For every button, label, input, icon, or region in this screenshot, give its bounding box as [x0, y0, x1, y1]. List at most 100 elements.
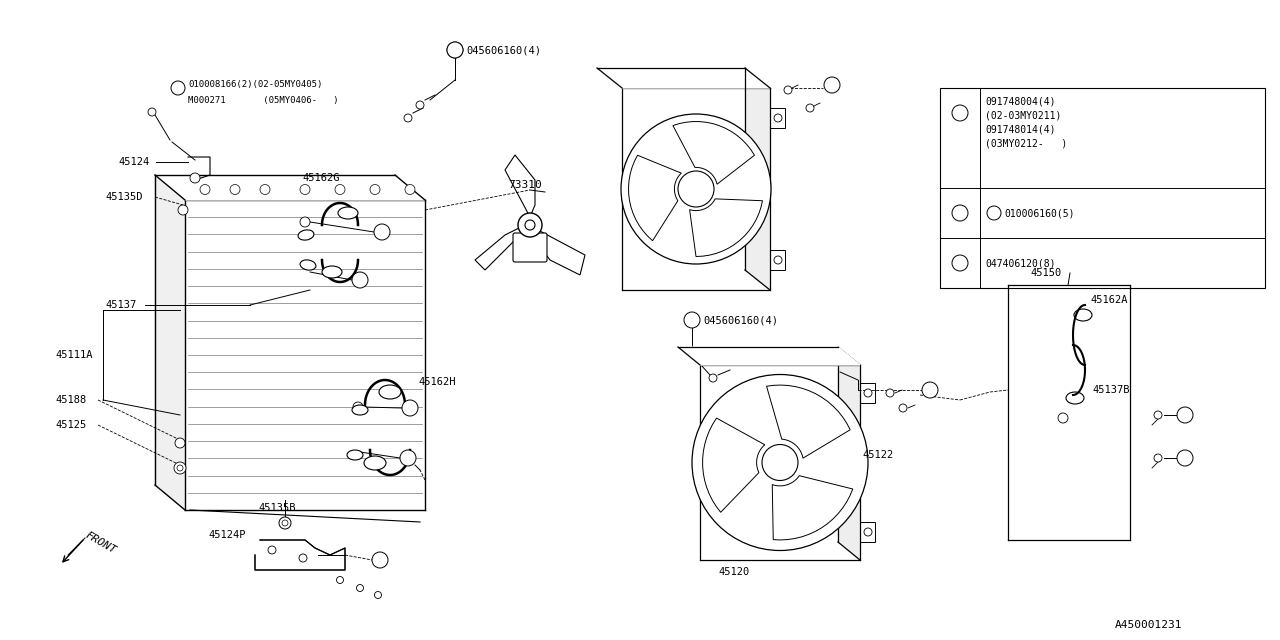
- Text: 45162A: 45162A: [1091, 295, 1128, 305]
- Circle shape: [300, 554, 307, 562]
- Text: 2: 2: [1181, 453, 1188, 463]
- Circle shape: [774, 114, 782, 122]
- Text: 45125: 45125: [55, 420, 86, 430]
- Text: 45124P: 45124P: [209, 530, 246, 540]
- Polygon shape: [772, 476, 852, 540]
- Circle shape: [353, 402, 364, 412]
- Text: (02-03MY0211): (02-03MY0211): [986, 110, 1061, 120]
- Text: 45162H: 45162H: [419, 377, 456, 387]
- Circle shape: [864, 389, 872, 397]
- Circle shape: [952, 105, 968, 121]
- Circle shape: [404, 184, 415, 195]
- Text: 45150: 45150: [1030, 268, 1061, 278]
- Polygon shape: [155, 175, 186, 510]
- Polygon shape: [860, 383, 876, 403]
- Circle shape: [352, 272, 369, 288]
- Polygon shape: [186, 200, 425, 510]
- Circle shape: [1155, 454, 1162, 462]
- Circle shape: [357, 584, 364, 591]
- Text: 2: 2: [927, 385, 933, 395]
- Polygon shape: [622, 88, 771, 290]
- Text: 45120: 45120: [718, 567, 749, 577]
- Ellipse shape: [379, 385, 401, 399]
- Circle shape: [987, 206, 1001, 220]
- Circle shape: [785, 86, 792, 94]
- Circle shape: [886, 389, 893, 397]
- Text: 2: 2: [957, 208, 963, 218]
- Text: S: S: [452, 45, 458, 55]
- Polygon shape: [506, 155, 535, 217]
- Circle shape: [518, 213, 541, 237]
- Polygon shape: [771, 250, 785, 270]
- Text: S: S: [689, 315, 695, 325]
- Text: 010008166(2)(02-05MY0405): 010008166(2)(02-05MY0405): [188, 79, 323, 88]
- Ellipse shape: [1074, 309, 1092, 321]
- Circle shape: [268, 546, 276, 554]
- Circle shape: [282, 520, 288, 526]
- Text: 45137: 45137: [105, 300, 136, 310]
- Circle shape: [374, 224, 390, 240]
- Circle shape: [416, 101, 424, 109]
- Circle shape: [404, 114, 412, 122]
- Text: 45124: 45124: [118, 157, 150, 167]
- Polygon shape: [767, 385, 850, 458]
- Polygon shape: [703, 418, 764, 512]
- Text: 45135B: 45135B: [259, 503, 296, 513]
- Circle shape: [279, 517, 291, 529]
- Text: (03MY0212-   ): (03MY0212- ): [986, 138, 1068, 148]
- Ellipse shape: [298, 230, 314, 240]
- Text: FRONT: FRONT: [83, 530, 118, 556]
- Circle shape: [864, 528, 872, 536]
- FancyBboxPatch shape: [513, 233, 547, 262]
- Ellipse shape: [300, 260, 316, 270]
- Circle shape: [375, 591, 381, 598]
- Circle shape: [260, 184, 270, 195]
- Circle shape: [1178, 450, 1193, 466]
- Text: 45188: 45188: [55, 395, 86, 405]
- Text: B: B: [991, 208, 997, 218]
- Circle shape: [684, 312, 700, 328]
- Text: 045606160(4): 045606160(4): [466, 45, 541, 55]
- Circle shape: [402, 400, 419, 416]
- Text: A450001231: A450001231: [1115, 620, 1183, 630]
- Circle shape: [824, 77, 840, 93]
- Text: 73313: 73313: [678, 200, 709, 210]
- Circle shape: [1155, 411, 1162, 419]
- Circle shape: [230, 184, 241, 195]
- Polygon shape: [771, 108, 785, 128]
- Ellipse shape: [347, 450, 364, 460]
- Circle shape: [1059, 413, 1068, 423]
- Polygon shape: [475, 225, 525, 270]
- Circle shape: [174, 462, 186, 474]
- Text: 2: 2: [829, 80, 835, 90]
- Polygon shape: [838, 347, 860, 560]
- Text: 010006160(5): 010006160(5): [1004, 208, 1074, 218]
- Circle shape: [175, 438, 186, 448]
- Text: 091748004(4): 091748004(4): [986, 96, 1056, 106]
- Polygon shape: [1009, 285, 1130, 540]
- Text: 3: 3: [378, 555, 383, 565]
- Circle shape: [762, 445, 797, 481]
- Circle shape: [178, 205, 188, 215]
- Circle shape: [525, 220, 535, 230]
- Polygon shape: [535, 230, 585, 275]
- Text: M000271       (05MY0406-   ): M000271 (05MY0406- ): [188, 95, 338, 104]
- Circle shape: [692, 374, 868, 550]
- Text: 3: 3: [957, 258, 963, 268]
- Circle shape: [337, 577, 343, 584]
- Circle shape: [806, 104, 814, 112]
- Circle shape: [300, 217, 310, 227]
- Polygon shape: [690, 199, 763, 257]
- Text: 45111A: 45111A: [55, 350, 92, 360]
- Circle shape: [300, 184, 310, 195]
- Circle shape: [899, 404, 908, 412]
- Polygon shape: [678, 347, 860, 365]
- Circle shape: [177, 465, 183, 471]
- Circle shape: [922, 382, 938, 398]
- Text: 091748014(4): 091748014(4): [986, 124, 1056, 134]
- Text: 1: 1: [957, 108, 963, 118]
- Text: 1: 1: [407, 403, 413, 413]
- Circle shape: [189, 173, 200, 183]
- Polygon shape: [673, 122, 754, 184]
- Text: 45162G: 45162G: [302, 173, 339, 183]
